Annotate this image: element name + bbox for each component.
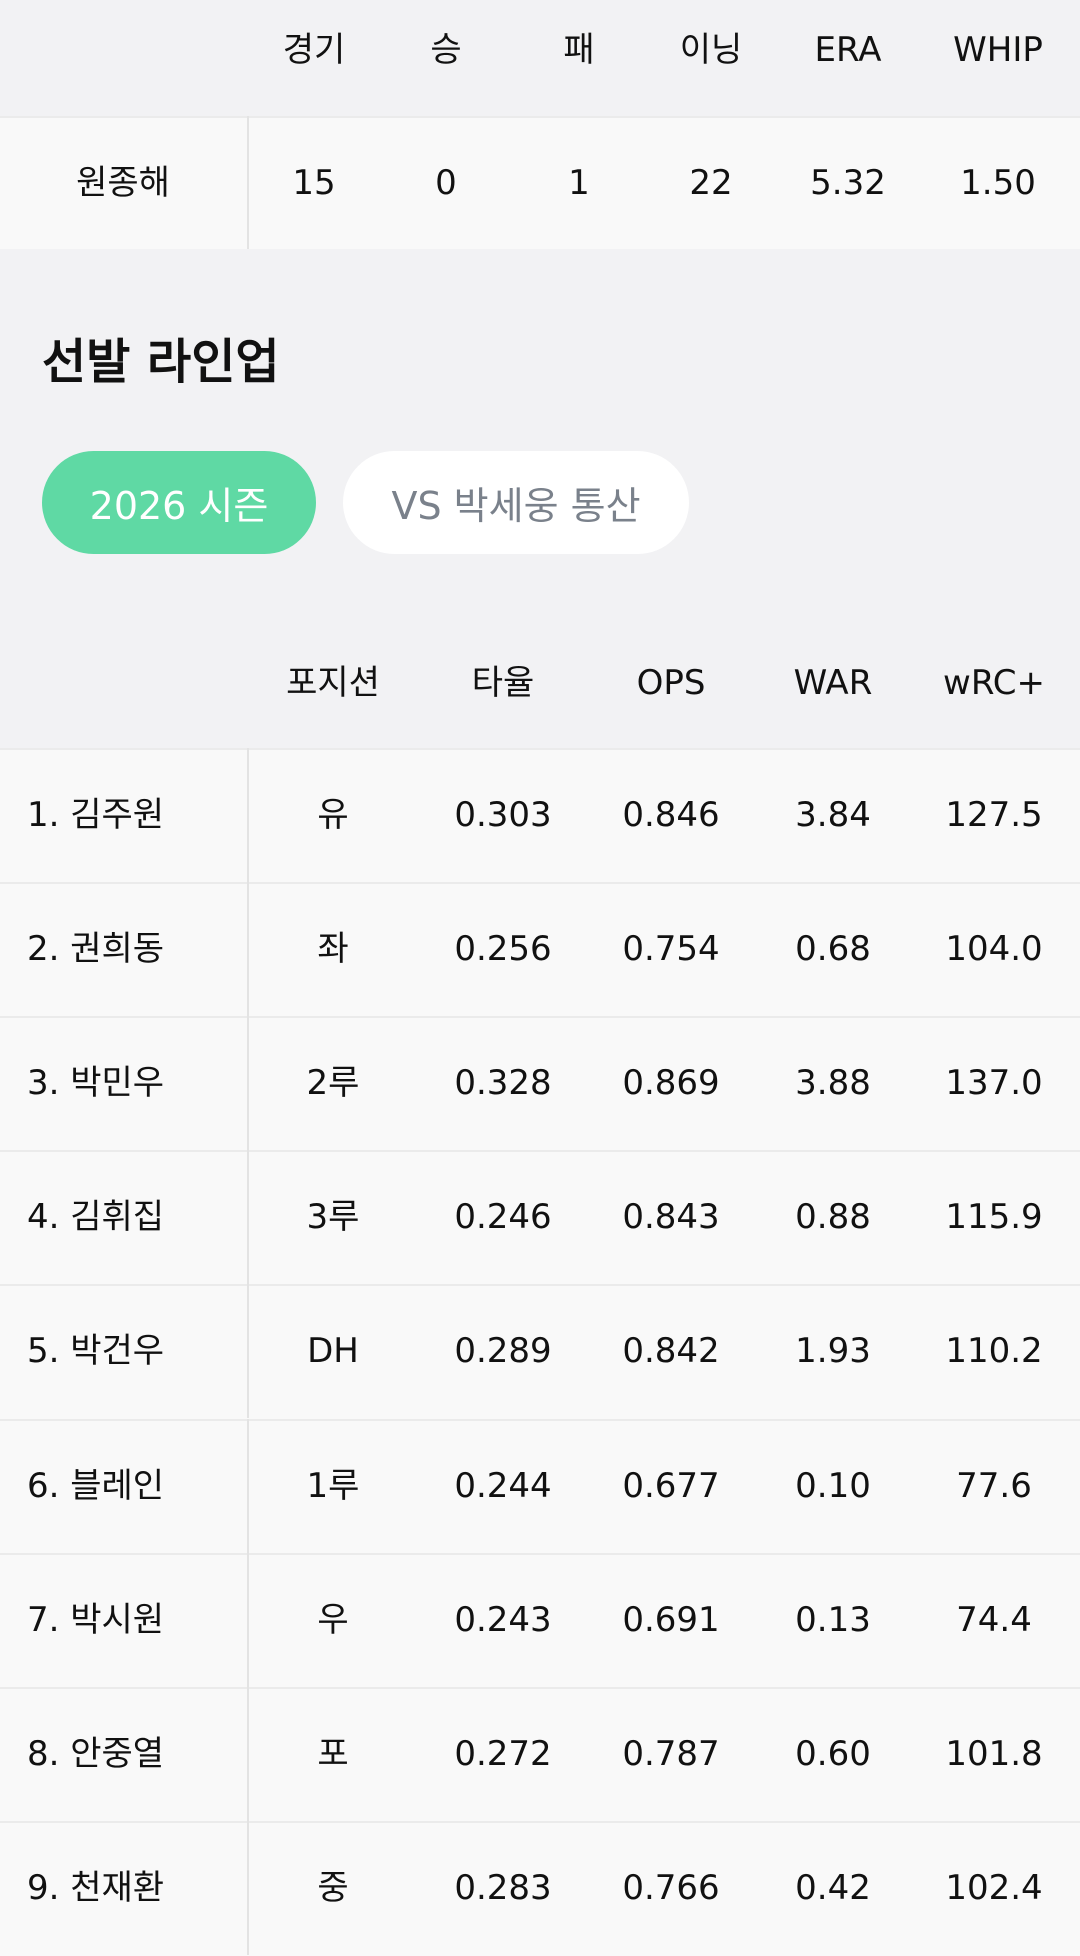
header-cell: 이닝 bbox=[679, 30, 743, 70]
table-cell: 0.766 bbox=[622, 1867, 720, 1908]
tab-versus[interactable]: VS 박세웅 통산 bbox=[343, 451, 689, 554]
header-cell: 타율 bbox=[471, 663, 535, 703]
table-cell: 104.0 bbox=[945, 929, 1043, 970]
table-cell: 0.283 bbox=[454, 1867, 552, 1908]
table-cell: 2루 bbox=[306, 1063, 360, 1104]
column-divider bbox=[247, 1284, 249, 1419]
table-cell: 1.50 bbox=[960, 163, 1036, 203]
table-cell: 0.10 bbox=[795, 1465, 871, 1506]
table-cell: 0 bbox=[435, 163, 457, 203]
table-cell: 0.272 bbox=[454, 1733, 552, 1774]
table-cell: 우 bbox=[317, 1599, 349, 1640]
player-name: 9. 천재환 bbox=[27, 1867, 165, 1908]
table-cell: 원종해 bbox=[76, 163, 170, 203]
table-row bbox=[0, 1820, 1080, 1956]
table-cell: 101.8 bbox=[945, 1733, 1043, 1774]
table-row bbox=[0, 116, 1080, 249]
table-cell: 0.787 bbox=[622, 1733, 720, 1774]
header-cell: ERA bbox=[814, 30, 882, 70]
table-cell: 5.32 bbox=[810, 163, 886, 203]
column-divider bbox=[247, 1552, 249, 1687]
table-cell: 0.677 bbox=[622, 1465, 720, 1506]
table-cell: 0.303 bbox=[454, 795, 552, 835]
header-cell: 경기 bbox=[282, 30, 346, 70]
table-cell: 0.246 bbox=[454, 1197, 552, 1238]
tab-season[interactable]: 2026 시즌 bbox=[42, 451, 316, 554]
column-divider bbox=[247, 1418, 249, 1553]
table-cell: 0.13 bbox=[795, 1599, 871, 1640]
column-divider bbox=[247, 116, 249, 249]
table-row bbox=[0, 1418, 1080, 1554]
table-cell: 127.5 bbox=[945, 795, 1043, 835]
player-name: 4. 김휘집 bbox=[27, 1197, 165, 1238]
header-cell: 승 bbox=[430, 30, 462, 70]
table-cell: 1 bbox=[568, 163, 590, 203]
table-cell: 0.842 bbox=[622, 1331, 720, 1372]
table-cell: 중 bbox=[317, 1867, 349, 1908]
table-cell: 137.0 bbox=[945, 1063, 1043, 1104]
table-cell: 0.754 bbox=[622, 929, 720, 970]
table-cell: 0.691 bbox=[622, 1599, 720, 1640]
column-divider bbox=[247, 882, 249, 1017]
table-cell: DH bbox=[307, 1331, 359, 1372]
table-cell: 3.84 bbox=[795, 795, 871, 835]
table-cell: 0.869 bbox=[622, 1063, 720, 1104]
table-row bbox=[0, 1016, 1080, 1152]
player-name: 5. 박건우 bbox=[27, 1331, 165, 1372]
table-row bbox=[0, 748, 1080, 883]
table-row bbox=[0, 1150, 1080, 1286]
table-cell: 0.846 bbox=[622, 795, 720, 835]
table-cell: 77.6 bbox=[956, 1465, 1032, 1506]
table-cell: 15 bbox=[292, 163, 336, 203]
header-cell: 패 bbox=[563, 30, 595, 70]
table-cell: 0.42 bbox=[795, 1867, 871, 1908]
player-name: 6. 블레인 bbox=[27, 1465, 165, 1506]
player-name: 7. 박시원 bbox=[27, 1599, 165, 1640]
table-row bbox=[0, 1686, 1080, 1822]
player-name: 3. 박민우 bbox=[27, 1063, 165, 1104]
header-cell: WAR bbox=[793, 663, 873, 703]
column-divider bbox=[247, 1686, 249, 1821]
table-cell: 74.4 bbox=[956, 1599, 1032, 1640]
table-cell: 0.243 bbox=[454, 1599, 552, 1640]
table-cell: 1루 bbox=[306, 1465, 360, 1506]
table-cell: 3루 bbox=[306, 1197, 360, 1238]
table-cell: 110.2 bbox=[945, 1331, 1043, 1372]
header-cell: 포지션 bbox=[286, 663, 380, 703]
table-cell: 0.289 bbox=[454, 1331, 552, 1372]
table-cell: 유 bbox=[317, 795, 349, 835]
table-row bbox=[0, 1284, 1080, 1420]
column-divider bbox=[247, 1820, 249, 1955]
table-row bbox=[0, 882, 1080, 1018]
player-name: 2. 권희동 bbox=[27, 929, 165, 970]
table-cell: 115.9 bbox=[945, 1197, 1043, 1238]
table-cell: 0.244 bbox=[454, 1465, 552, 1506]
column-divider bbox=[247, 1016, 249, 1151]
table-cell: 포 bbox=[317, 1733, 349, 1774]
table-cell: 좌 bbox=[317, 929, 349, 970]
header-cell: OPS bbox=[636, 663, 706, 703]
table-cell: 102.4 bbox=[945, 1867, 1043, 1908]
player-name: 8. 안중열 bbox=[27, 1733, 165, 1774]
table-cell: 0.843 bbox=[622, 1197, 720, 1238]
section-title: 선발 라인업 bbox=[42, 334, 280, 390]
header-cell: wRC+ bbox=[943, 663, 1045, 703]
header-cell: WHIP bbox=[953, 30, 1043, 70]
table-cell: 0.68 bbox=[795, 929, 871, 970]
table-cell: 0.328 bbox=[454, 1063, 552, 1104]
table-row bbox=[0, 1552, 1080, 1688]
table-cell: 0.256 bbox=[454, 929, 552, 970]
table-cell: 1.93 bbox=[795, 1331, 871, 1372]
column-divider bbox=[247, 748, 249, 882]
table-cell: 0.60 bbox=[795, 1733, 871, 1774]
player-name: 1. 김주원 bbox=[27, 795, 165, 835]
table-cell: 22 bbox=[689, 163, 733, 203]
column-divider bbox=[247, 1150, 249, 1285]
table-cell: 0.88 bbox=[795, 1197, 871, 1238]
table-cell: 3.88 bbox=[795, 1063, 871, 1104]
